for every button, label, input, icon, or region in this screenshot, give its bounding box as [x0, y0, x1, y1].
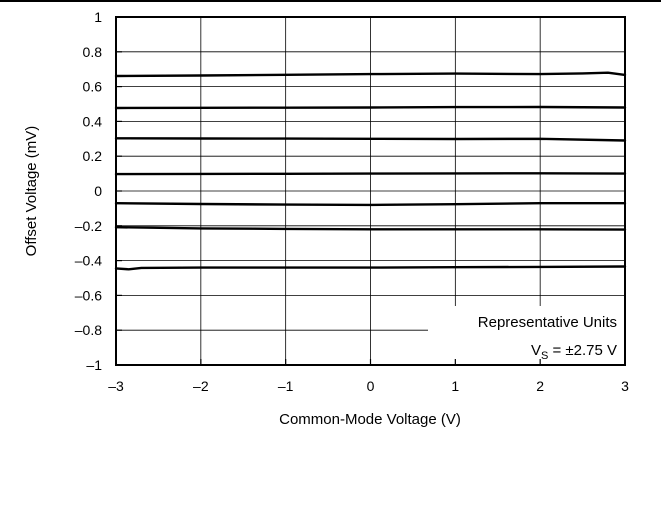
- series-lines: [114, 71, 627, 271]
- series-line-6: [114, 225, 627, 231]
- x-tick-label: –1: [278, 378, 294, 394]
- x-tick-label: 3: [621, 378, 629, 394]
- x-tick-label: –3: [108, 378, 124, 394]
- series-line-3: [114, 137, 627, 142]
- series-line-7: [114, 265, 627, 271]
- annotation-value: = ±2.75 V: [548, 342, 617, 359]
- y-axis-label: Offset Voltage (mV): [23, 126, 40, 257]
- axis-ticks: [115, 16, 626, 366]
- y-tick-label: 0.8: [83, 44, 103, 60]
- y-tick-label: 0.2: [83, 148, 103, 164]
- y-tick-label: 1: [94, 9, 102, 25]
- x-tick-labels: –3 –2 –1 0 1 2 3: [108, 378, 629, 394]
- y-tick-label: –0.6: [75, 287, 102, 303]
- series-line-2: [114, 105, 627, 110]
- x-tick-label: –2: [193, 378, 209, 394]
- y-tick-label: 0: [94, 183, 102, 199]
- series-line-4: [114, 172, 627, 176]
- y-tick-label: –0.8: [75, 322, 102, 338]
- x-tick-label: 0: [367, 378, 375, 394]
- y-tick-label: 0.4: [83, 113, 103, 129]
- y-tick-label: –0.2: [75, 218, 102, 234]
- y-tick-label: –1: [86, 357, 102, 373]
- annotation-representative-units: Representative Units: [478, 314, 617, 331]
- series-line-1: [114, 71, 627, 78]
- annotation-supply-voltage: VS = ±2.75 V: [531, 342, 617, 362]
- x-tick-label: 1: [451, 378, 459, 394]
- annotation-subscript: S: [541, 350, 548, 362]
- top-rule: [0, 0, 661, 2]
- series-line-5: [114, 201, 627, 207]
- x-tick-label: 2: [536, 378, 544, 394]
- y-tick-labels: 1 0.8 0.6 0.4 0.2 0 –0.2 –0.4 –0.6 –0.8 –1: [75, 9, 102, 373]
- y-tick-label: –0.4: [75, 253, 102, 269]
- annotation-v: V: [531, 342, 541, 359]
- x-axis-label: Common-Mode Voltage (V): [279, 411, 461, 428]
- y-tick-label: 0.6: [83, 79, 103, 95]
- annotation-background: [428, 306, 625, 365]
